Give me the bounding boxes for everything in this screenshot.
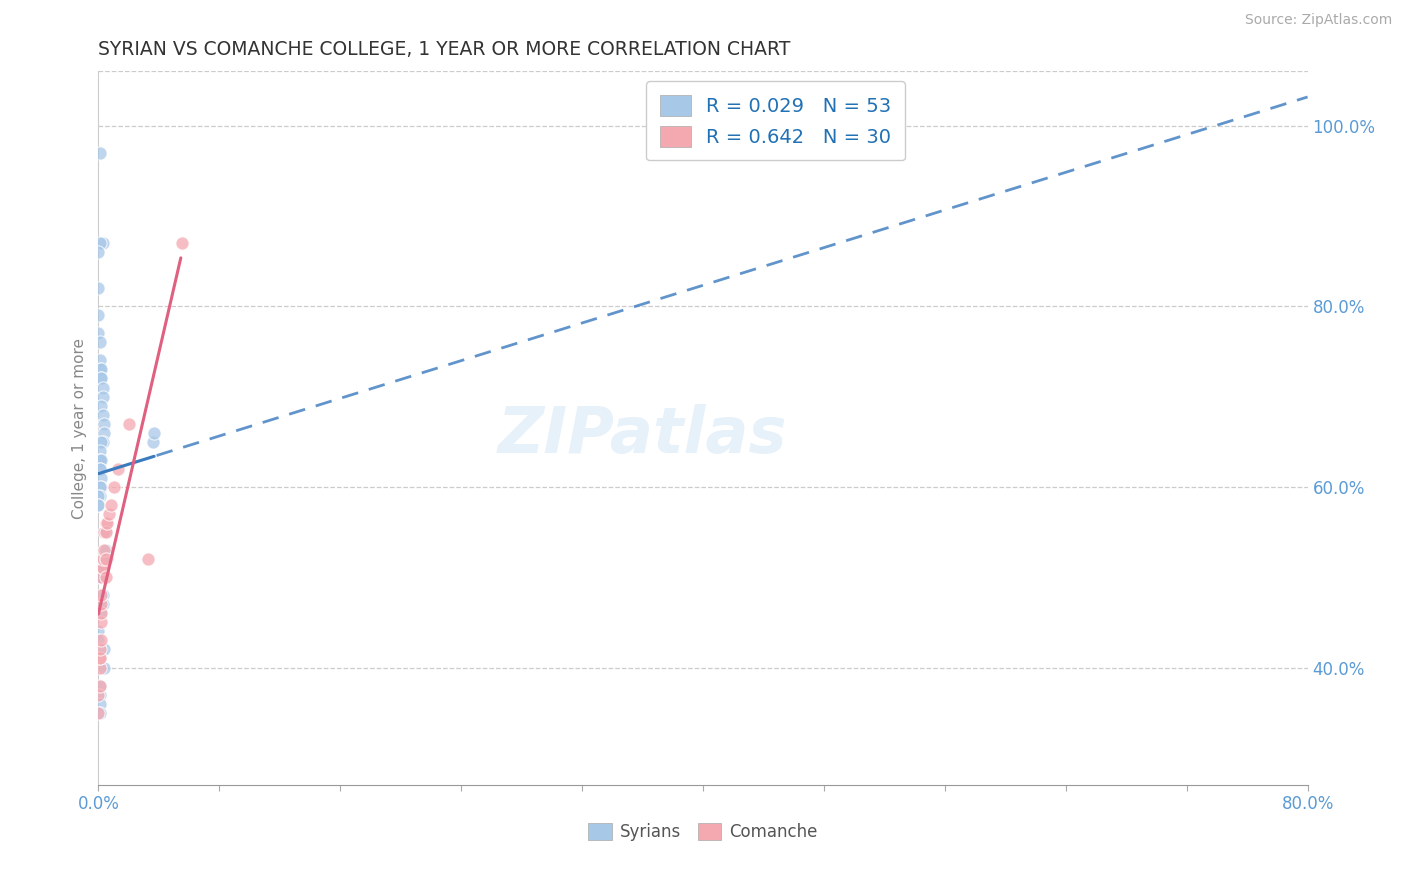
Point [90,597,112,611]
Point [91,561,114,575]
Point [89,145,111,160]
Point [89,679,111,693]
Point [91,390,114,404]
Point [89,335,111,350]
Text: SYRIAN VS COMANCHE COLLEGE, 1 YEAR OR MORE CORRELATION CHART: SYRIAN VS COMANCHE COLLEGE, 1 YEAR OR MO… [98,39,790,59]
Point [143,425,166,440]
Point [90,371,112,385]
Point [89,235,111,250]
Point [94,524,117,539]
Point [89,452,111,467]
Point [98,507,121,521]
Point [90,607,112,621]
Point [87,281,110,295]
Point [89,651,111,665]
Point [87,688,110,702]
Point [89,489,111,503]
Point [89,706,111,720]
Point [87,498,110,512]
Text: Source: ZipAtlas.com: Source: ZipAtlas.com [1244,13,1392,28]
Point [91,408,114,422]
Point [142,434,165,449]
Point [89,443,111,458]
Point [94,552,117,566]
Point [89,660,111,674]
Point [170,235,193,250]
Point [90,362,112,376]
Point [89,480,111,494]
Point [87,308,110,322]
Point [96,516,118,530]
Point [89,462,111,476]
Point [89,452,111,467]
Point [94,543,117,558]
Point [90,633,112,648]
Point [87,498,110,512]
Point [90,570,112,584]
Point [93,417,115,431]
Point [93,642,115,657]
Point [89,688,111,702]
Point [93,524,115,539]
Point [89,362,111,376]
Point [91,434,114,449]
Point [93,660,115,674]
Point [96,552,118,566]
Point [90,480,112,494]
Point [90,399,112,413]
Point [87,570,110,584]
Point [91,235,114,250]
Point [90,371,112,385]
Point [90,434,112,449]
Point [87,706,110,720]
Point [89,697,111,711]
Point [90,607,112,621]
Point [91,597,114,611]
Point [94,570,117,584]
Point [89,353,111,368]
Point [91,588,114,602]
Point [87,624,110,639]
Point [93,425,115,440]
Point [90,615,112,630]
Point [87,561,110,575]
Point [100,498,122,512]
Point [89,462,111,476]
Point [87,326,110,341]
Point [94,516,117,530]
Point [91,561,114,575]
Point [87,633,110,648]
Point [91,380,114,394]
Point [107,462,129,476]
Point [90,471,112,485]
Point [89,642,111,657]
Point [90,588,112,602]
Point [136,552,159,566]
Point [89,651,111,665]
Point [94,524,117,539]
Point [87,245,110,260]
Text: ZIPatlas: ZIPatlas [498,404,787,467]
Point [90,570,112,584]
Point [91,552,114,566]
Point [87,489,110,503]
Point [93,543,115,558]
Point [103,480,125,494]
Y-axis label: College, 1 year or more: College, 1 year or more [72,338,87,518]
Point [118,417,141,431]
Point [89,679,111,693]
Legend: Syrians, Comanche: Syrians, Comanche [582,816,824,848]
Point [90,452,112,467]
